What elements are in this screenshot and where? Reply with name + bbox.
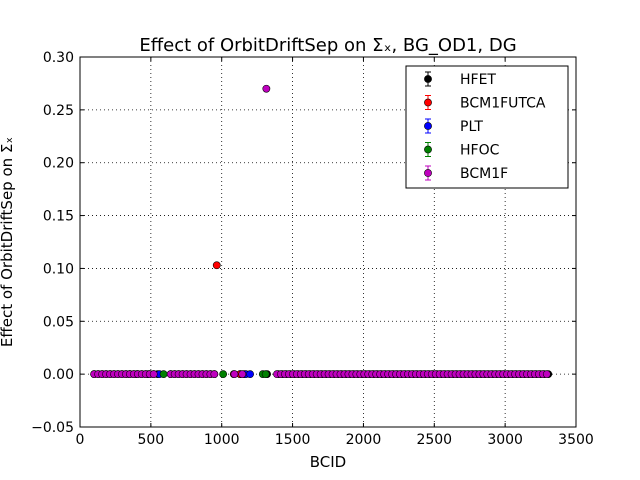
data-point — [238, 370, 247, 379]
legend-item: PLT — [424, 118, 483, 135]
x-tick-label: 2000 — [346, 432, 382, 448]
x-axis-title: BCID — [310, 453, 346, 471]
legend-marker — [424, 75, 432, 83]
chart-title: Effect of OrbitDriftSep on Σₓ, BG_OD1, D… — [139, 35, 516, 56]
data-point — [159, 370, 168, 379]
y-tick-label: 0.20 — [43, 156, 74, 172]
legend-box — [405, 65, 569, 189]
data-points — [90, 84, 553, 379]
x-tick-label: 3000 — [487, 432, 523, 448]
legend-item: BCM1FUTCA — [424, 95, 546, 112]
legend-marker — [424, 145, 432, 154]
legend-label: BCM1F — [460, 166, 508, 182]
data-point — [230, 370, 239, 379]
y-tick-label: 0.05 — [43, 314, 74, 330]
y-tick-label: 0.25 — [43, 103, 74, 119]
data-point — [219, 370, 228, 379]
axis-ticks: 0 500 1000 1500 2000 2500 3000 3500 −0.05 0.00 0.0… — [31, 50, 594, 448]
data-point — [262, 84, 271, 93]
legend-item: BCM1F — [424, 165, 508, 182]
data-point — [149, 370, 158, 379]
x-tick-label: 1500 — [275, 432, 311, 448]
y-tick-label: 0.15 — [43, 209, 74, 225]
legend-marker — [424, 98, 432, 107]
y-tick-label: 0.10 — [43, 261, 74, 277]
x-tick-label: 2500 — [416, 432, 452, 448]
legend-label: BCM1FUTCA — [460, 96, 546, 112]
legend-marker — [424, 169, 432, 177]
data-point — [261, 370, 270, 379]
legend-label: HFET — [460, 72, 496, 88]
legend: HFET BCM1FUTCA PLT HFOC BCM1F — [405, 65, 569, 189]
data-point — [210, 370, 219, 379]
x-tick-label: 0 — [76, 432, 85, 448]
data-point — [542, 370, 551, 379]
legend-item: HFOC — [424, 142, 500, 159]
y-axis-title: Effect of OrbitDriftSep on Σₓ — [0, 137, 16, 347]
x-tick-label: 500 — [137, 432, 164, 448]
data-point — [212, 261, 221, 270]
plot-area-frame — [79, 56, 577, 428]
data-point — [246, 370, 254, 379]
x-tick-label: 3500 — [558, 432, 594, 448]
y-tick-label: 0.30 — [43, 50, 74, 66]
y-tick-label: 0.00 — [43, 367, 74, 383]
y-tick-label: −0.05 — [31, 420, 74, 436]
x-tick-label: 1000 — [204, 432, 240, 448]
series-bcm1f — [90, 84, 551, 379]
legend-marker — [424, 122, 432, 130]
legend-label: PLT — [460, 119, 483, 135]
series-bcm1futca — [212, 261, 245, 379]
legend-item: HFET — [424, 71, 496, 88]
legend-label: HFOC — [460, 143, 500, 159]
